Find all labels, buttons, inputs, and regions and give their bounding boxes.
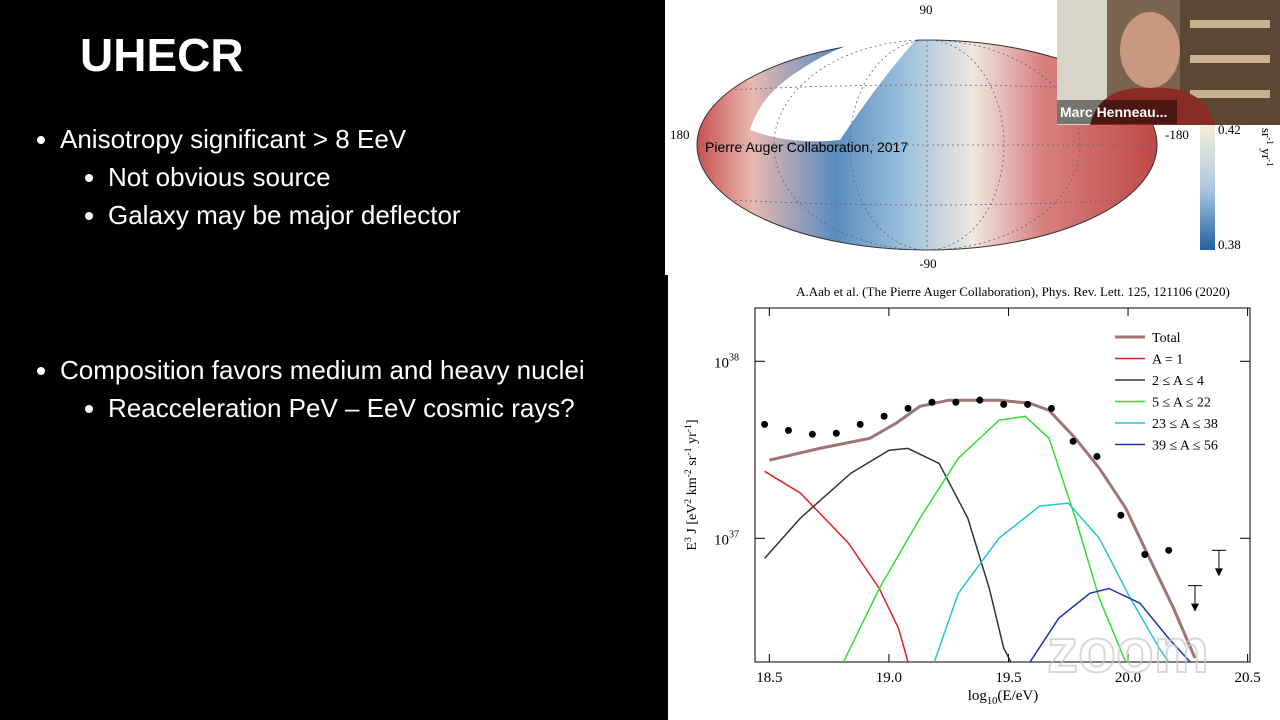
y-axis-label-part: J [eV — [685, 504, 700, 537]
x-tick-label: 20.0 — [1115, 670, 1141, 686]
legend-label: 5 ≤ A ≤ 22 — [1152, 396, 1211, 411]
data-point — [784, 426, 792, 434]
y-axis-label-part: yr — [685, 432, 700, 448]
sub-bullet: Reacceleration PeV – EeV cosmic rays? — [108, 389, 585, 427]
y-axis-label-part: -1 — [683, 424, 694, 432]
legend-label: 2 ≤ A ≤ 4 — [1152, 374, 1204, 389]
colorbar-unit-part: yr — [1259, 145, 1274, 160]
legend-label: 39 ≤ A ≤ 56 — [1152, 439, 1218, 454]
y-axis-label-part: ] — [685, 419, 700, 424]
y-tick-base: 10 — [714, 532, 729, 548]
x-axis-label-part: 10 — [987, 696, 998, 707]
x-tick-label: 19.0 — [876, 670, 902, 686]
lat-label: 90 — [920, 2, 933, 17]
upper-limit-arrow — [1214, 568, 1223, 577]
data-point — [952, 398, 960, 406]
bullet-list: Composition favors medium and heavy nucl… — [30, 351, 585, 427]
y-axis-label-part: 3 — [683, 537, 694, 542]
bullet-text: Galaxy may be major deflector — [108, 200, 461, 230]
slide-title: UHECR — [80, 29, 244, 81]
x-axis-label: log10(E/eV) — [968, 688, 1038, 707]
colorbar-unit: sr-1 yr-1 — [1259, 128, 1275, 167]
plot-frame — [754, 307, 1251, 663]
y-axis-label-part: -2 — [683, 469, 694, 477]
data-point — [1069, 437, 1077, 445]
data-point — [904, 404, 912, 412]
sub-list: Reacceleration PeV – EeV cosmic rays? — [60, 389, 585, 427]
y-axis-label: E3 J [eV2 km-2 sr-1 yr-1] — [683, 419, 700, 550]
series-line — [764, 470, 909, 662]
data-point — [1141, 550, 1149, 558]
upper-limit-arrow — [1191, 603, 1199, 612]
legend-label: A = 1 — [1152, 353, 1183, 368]
sub-bullet: Not obvious source — [108, 158, 461, 196]
y-axis-label-part: E — [685, 542, 700, 551]
legend-label: 23 ≤ A ≤ 38 — [1152, 417, 1218, 432]
data-point — [976, 396, 984, 404]
bullet-text: Composition favors medium and heavy nucl… — [60, 355, 585, 385]
x-axis-label-part: (E/eV) — [997, 688, 1038, 704]
data-point — [1024, 400, 1032, 408]
sub-bullet: Galaxy may be major deflector — [108, 196, 461, 234]
colorbar-unit-part: -1 — [1265, 137, 1275, 145]
data-point — [880, 412, 888, 420]
data-point — [761, 420, 769, 428]
data-point — [1093, 452, 1101, 460]
series-line — [764, 447, 1012, 662]
series-line — [1029, 587, 1191, 662]
lat-label: -90 — [919, 256, 936, 271]
data-point — [1048, 404, 1056, 412]
data-point — [856, 420, 864, 428]
plot-area — [761, 396, 1226, 662]
bullet-text: Not obvious source — [108, 162, 331, 192]
x-tick-label: 20.5 — [1234, 670, 1260, 686]
map-credit: Pierre Auger Collaboration, 2017 — [705, 139, 908, 155]
y-tick-exponent: 38 — [729, 352, 739, 363]
series-line — [842, 415, 1127, 662]
colorbar-unit-part: sr — [1259, 128, 1274, 138]
data-point — [832, 429, 840, 437]
lon-label: -180 — [1165, 127, 1189, 142]
data-point — [1117, 511, 1125, 519]
y-tick-base: 10 — [714, 355, 729, 371]
y-tick-exponent: 37 — [729, 529, 739, 540]
webcam — [1057, 0, 1280, 125]
x-axis-label-part: log — [968, 688, 988, 704]
colorbar-label: 0.42 — [1218, 122, 1241, 137]
data-point — [1165, 546, 1173, 554]
colorbar — [1200, 125, 1215, 250]
y-axis-label-part: 2 — [683, 499, 694, 504]
bullet: Composition favors medium and heavy nucl… — [60, 351, 585, 427]
colorbar-label: 0.38 — [1218, 237, 1241, 252]
y-axis-label-part: sr — [685, 455, 700, 469]
series-line — [933, 502, 1170, 662]
data-point — [1000, 400, 1008, 408]
data-point — [808, 430, 816, 438]
bullet: Anisotropy significant > 8 EeV Not obvio… — [60, 120, 461, 234]
upper-limit — [1188, 585, 1202, 612]
lon-label: 180 — [670, 127, 690, 142]
y-axis-label-part: km — [685, 477, 700, 499]
sub-list: Not obvious source Galaxy may be major d… — [60, 158, 461, 234]
x-tick-label: 18.5 — [756, 670, 782, 686]
participant-name: Marc Henneau... — [1060, 104, 1167, 120]
colorbar-unit-part: -1 — [1265, 159, 1275, 167]
data-point — [928, 398, 936, 406]
chart-title: A.Aab et al. (The Pierre Auger Collabora… — [796, 284, 1230, 299]
exposure-gap — [750, 34, 920, 142]
legend-label: Total — [1152, 331, 1181, 346]
bullet-list: Anisotropy significant > 8 EeV Not obvio… — [30, 120, 461, 234]
y-axis-label-part: -1 — [683, 447, 694, 455]
y-tick-label: 1038 — [714, 352, 739, 371]
bullet-text: Reacceleration PeV – EeV cosmic rays? — [108, 393, 575, 423]
upper-limit — [1211, 549, 1226, 577]
x-tick-label: 19.5 — [995, 670, 1021, 686]
y-tick-label: 1037 — [714, 529, 739, 548]
chart-panel — [668, 275, 1280, 720]
zoom-watermark: zoom — [1047, 617, 1209, 686]
bullet-text: Anisotropy significant > 8 EeV — [60, 124, 407, 154]
